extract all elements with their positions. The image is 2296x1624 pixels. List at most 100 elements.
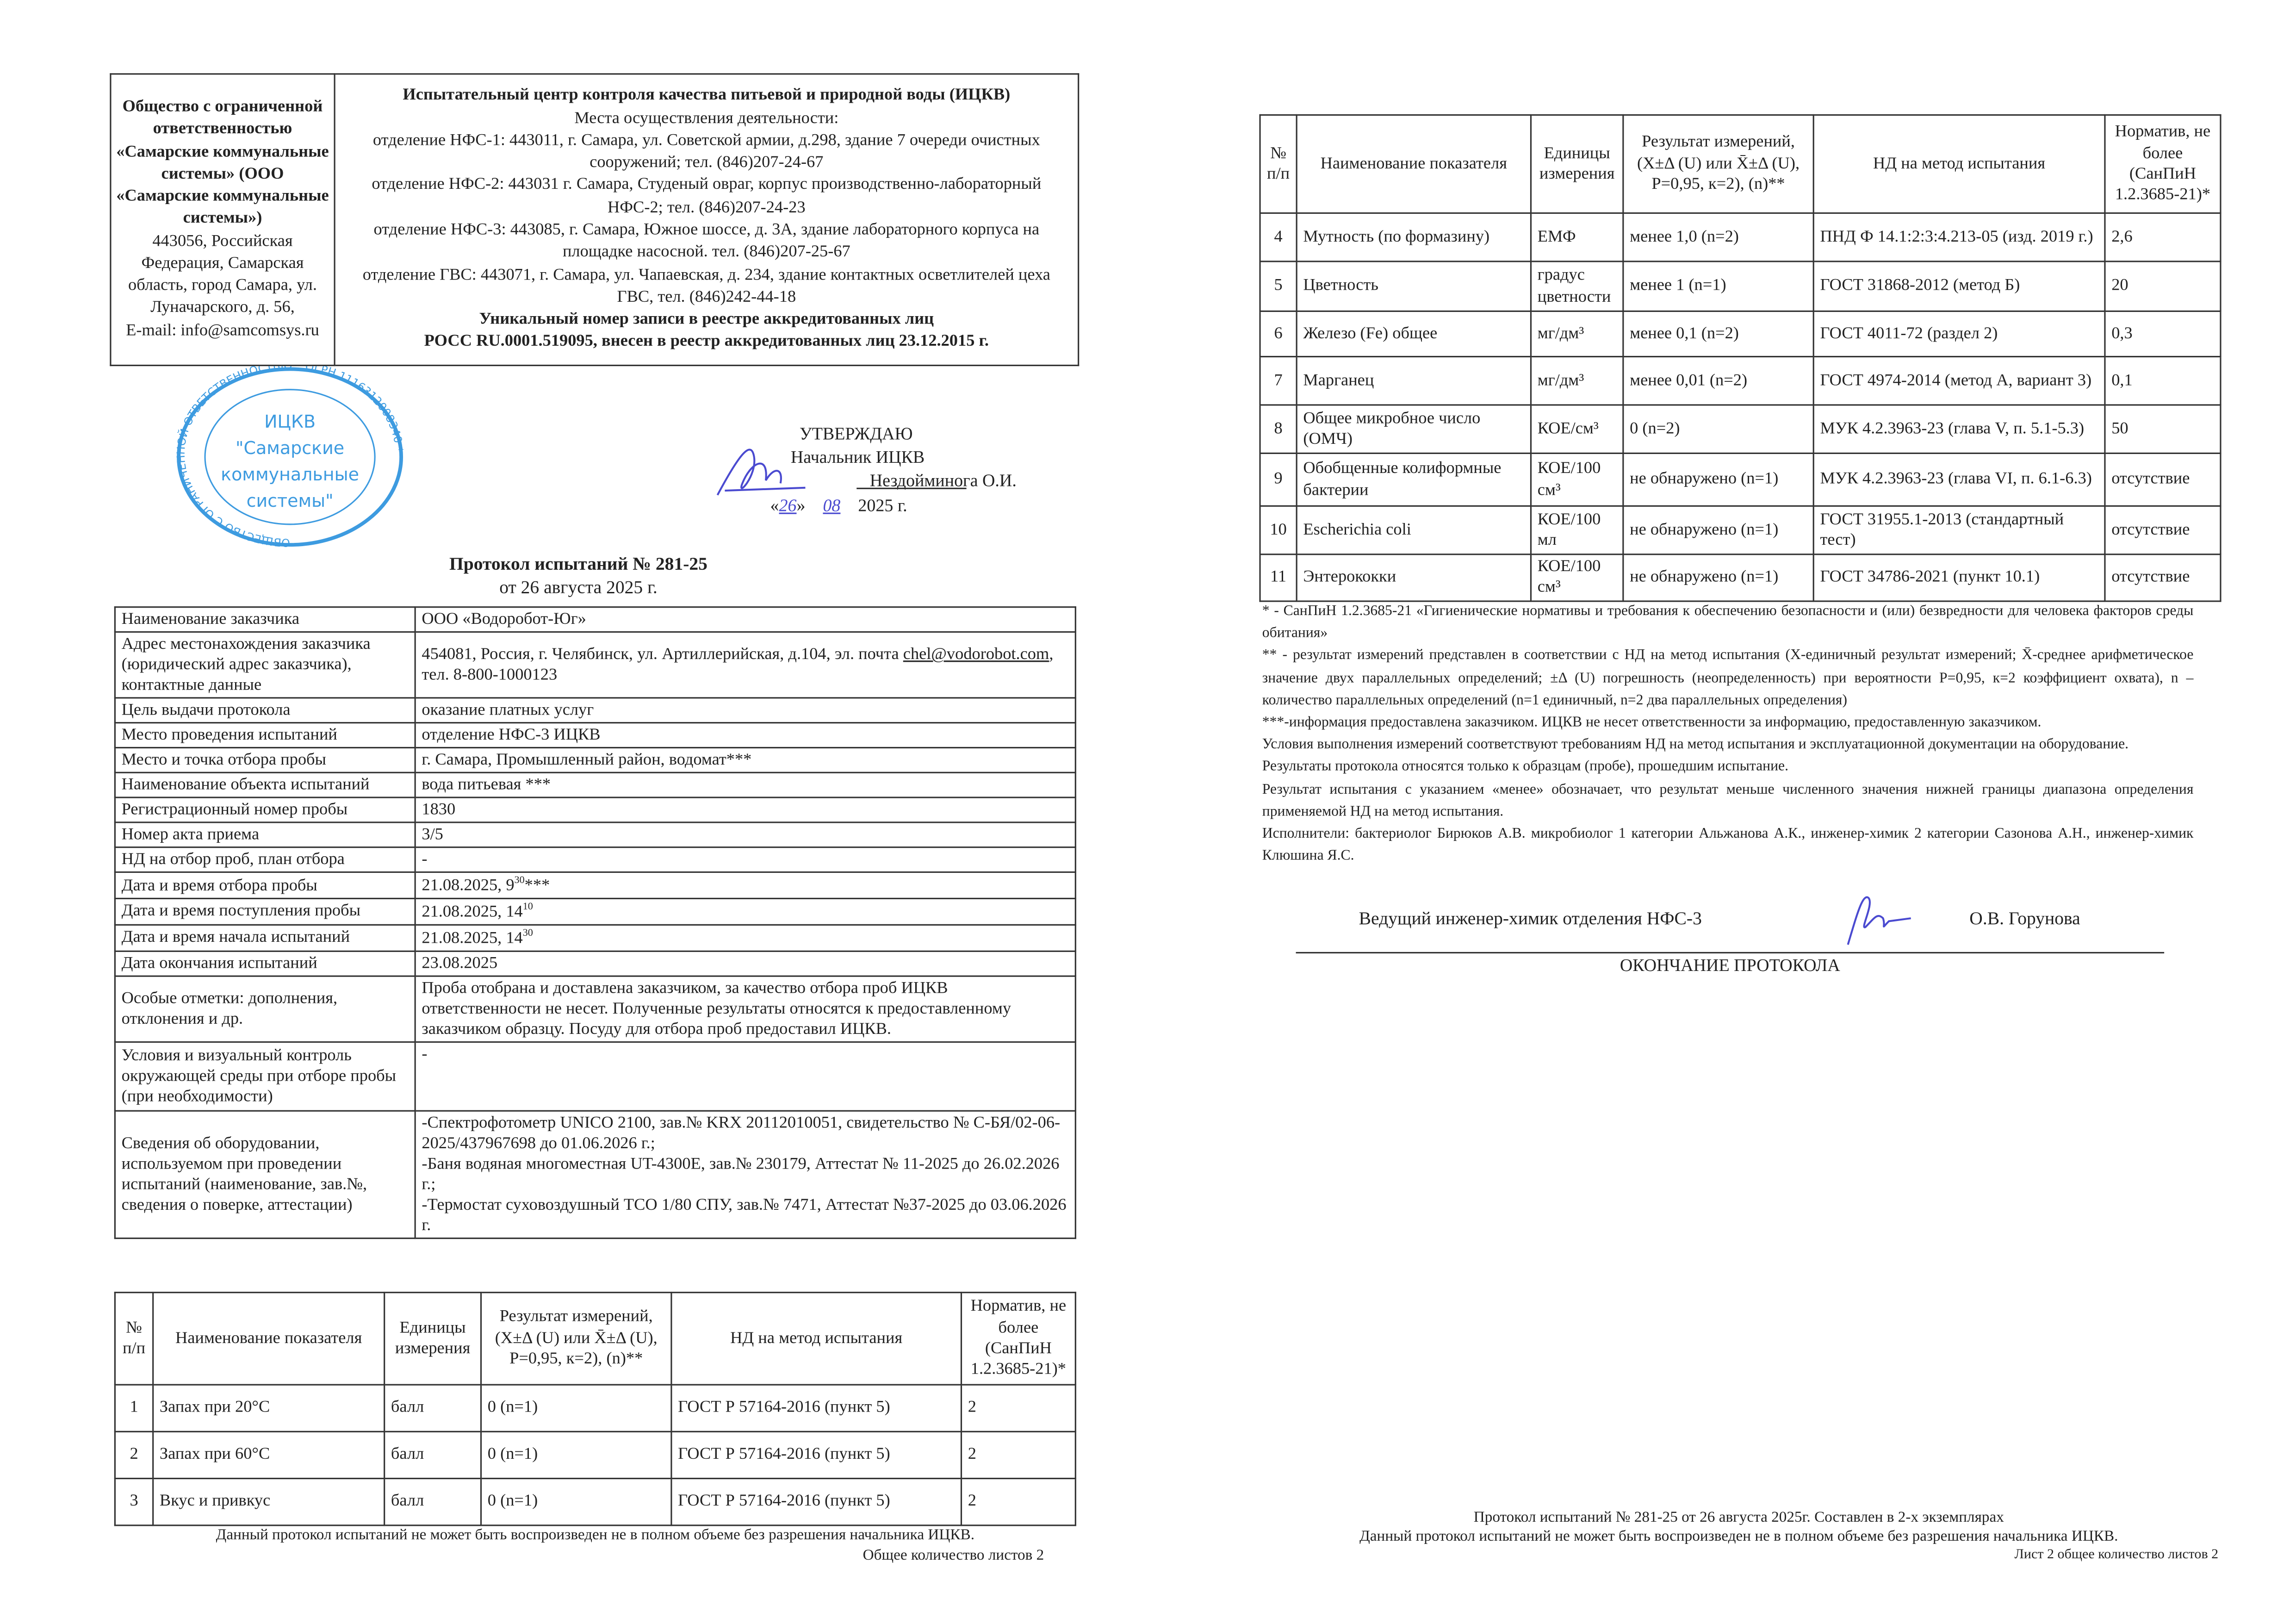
cell-num: 1 bbox=[114, 1384, 154, 1432]
info-value-text: ООО «Водоробот-Юг» bbox=[422, 610, 586, 628]
places-label: Места осуществления деятельности: bbox=[574, 109, 839, 127]
cell-unit: мг/дм³ bbox=[1530, 355, 1624, 406]
cell-method: ГОСТ 4011-72 (раздел 2) bbox=[1812, 310, 2106, 358]
info-value: отделение НФС-3 ИЦКВ bbox=[414, 722, 1076, 749]
cell-unit: балл bbox=[384, 1431, 482, 1480]
cell-num: 6 bbox=[1259, 310, 1297, 358]
page2-sheet-count: Лист 2 общее количество листов 2 bbox=[2014, 1548, 2219, 1563]
info-value: 21.08.2025, 1410 bbox=[414, 897, 1076, 926]
cell-unit: ЕМФ bbox=[1530, 212, 1624, 262]
footnote: * - СанПиН 1.2.3685-21 «Гигиенические но… bbox=[1262, 603, 2194, 642]
director-signature bbox=[716, 448, 806, 496]
cell-result: менее 1,0 (n=2) bbox=[1622, 212, 1814, 262]
info-label: Регистрационный номер пробы bbox=[114, 796, 416, 823]
column-header-num: № п/п bbox=[1259, 114, 1297, 214]
sample-info-table: Наименование заказчика ООО «Водоробот-Юг»… bbox=[114, 606, 1076, 1239]
info-value: 3/5 bbox=[414, 821, 1076, 848]
page1-sheet-count: Общее количество листов 2 bbox=[863, 1548, 1044, 1564]
footnote: ** - результат измерений представлен в с… bbox=[1262, 647, 2194, 709]
customer-email-link[interactable]: chel@vodorobot.com bbox=[903, 646, 1049, 664]
cell-result: не обнаружено (n=1) bbox=[1622, 554, 1814, 602]
result-row: 9 Обобщенные колиформные бактерии КОЕ/100 … bbox=[1259, 452, 2222, 507]
cell-unit: балл bbox=[384, 1477, 482, 1526]
cell-unit: балл bbox=[384, 1384, 482, 1432]
info-label: Условия и визуальный контроль окружающей… bbox=[114, 1041, 416, 1112]
results-table-page-1: № п/п Наименование показателя Единицы изме… bbox=[114, 1292, 1076, 1526]
info-label: Дата и время поступления пробы bbox=[114, 897, 416, 926]
cell-method: ГОСТ Р 57164-2016 (пункт 5) bbox=[670, 1477, 962, 1526]
result-row: 1 Запах при 20°С балл 0 (n=1) ГОСТ Р 57164-2… bbox=[114, 1384, 1076, 1432]
info-row: Особые отметки: дополнения, отклонения и… bbox=[114, 975, 1076, 1043]
info-value: оказание платных услуг bbox=[414, 697, 1076, 724]
cell-norm: 50 bbox=[2104, 404, 2222, 454]
info-value-text: оказание платных услуг bbox=[422, 701, 594, 719]
info-label: Адрес местонахождения заказчика (юридиче… bbox=[114, 631, 416, 699]
cell-result: 0 (n=1) bbox=[480, 1384, 672, 1432]
info-value-text: 3/5 bbox=[422, 826, 443, 844]
cell-method: ГОСТ 31868-2012 (метод Б) bbox=[1812, 261, 2106, 312]
org-info: Общество с ограниченной ответственностью… bbox=[110, 73, 335, 367]
cell-name: Обобщенные колиформные бактерии bbox=[1296, 452, 1532, 507]
cell-name: Запах при 20°С bbox=[152, 1384, 385, 1432]
result-row: 3 Вкус и привкус балл 0 (n=1) ГОСТ Р 57164-2… bbox=[114, 1477, 1076, 1526]
info-value: 1830 bbox=[414, 796, 1076, 823]
info-label: Место проведения испытаний bbox=[114, 722, 416, 749]
cell-num: 4 bbox=[1259, 212, 1297, 262]
cell-unit: КОЕ/100 см³ bbox=[1530, 554, 1624, 602]
header-table: Общество с ограниченной ответственностью… bbox=[110, 73, 1080, 367]
equipment-line: -Баня водяная многоместная UT-4300E, зав… bbox=[422, 1155, 1060, 1194]
column-header-result: Результат измерений, (X±Δ (U) или X̄±Δ (… bbox=[480, 1292, 672, 1386]
equipment-line: -Спектрофотометр UNICO 2100, зав.№ KRX 2… bbox=[422, 1114, 1061, 1152]
engineer-signature bbox=[1847, 896, 1911, 945]
cell-result: менее 1 (n=1) bbox=[1622, 261, 1814, 312]
info-value: 21.08.2025, 930*** bbox=[414, 871, 1076, 900]
cell-name: Вкус и привкус bbox=[152, 1477, 385, 1526]
approval-month: 08 bbox=[823, 494, 841, 515]
footnote: ***-информация предоставлена заказчиком.… bbox=[1262, 715, 2042, 731]
cell-result: 0 (n=1) bbox=[480, 1477, 672, 1526]
column-header-result: Результат измерений, (X±Δ (U) или X̄±Δ (… bbox=[1622, 114, 1814, 214]
column-header-norm: Норматив, не более (СанПиН 1.2.3685-21)* bbox=[2104, 114, 2222, 214]
cell-norm: 2,6 bbox=[2104, 212, 2222, 262]
approval-year: 2025 г. bbox=[858, 494, 907, 515]
org-name: Общество с ограниченной ответственностью… bbox=[116, 98, 329, 228]
result-row: 6 Железо (Fe) общее мг/дм³ менее 0,1 (n=2) Г… bbox=[1259, 310, 2222, 358]
info-row: Дата и время начала испытаний 21.08.2025,… bbox=[114, 924, 1076, 952]
info-value: 21.08.2025, 1430 bbox=[414, 924, 1076, 952]
result-row: 10 Escherichia coli КОЕ/100 мл не обнаружен… bbox=[1259, 505, 2222, 555]
info-row: Дата и время поступления пробы 21.08.2025… bbox=[114, 897, 1076, 926]
column-header-method: НД на метод испытания bbox=[1812, 114, 2106, 214]
cell-method: ГОСТ 34786-2021 (пункт 10.1) bbox=[1812, 554, 2106, 602]
result-row: 7 Марганец мг/дм³ менее 0,01 (n=2) ГОСТ 4974… bbox=[1259, 355, 2222, 406]
cell-unit: КОЕ/100 мл bbox=[1530, 505, 1624, 555]
org-email[interactable]: E-mail: info@samcomsys.ru bbox=[126, 322, 319, 340]
approval-block: УТВЕРЖДАЮ Начальник ИЦКВ Нездойминога О.… bbox=[770, 422, 1040, 516]
info-value-text: Проба отобрана и доставлена заказчиком, … bbox=[422, 979, 1011, 1038]
cell-name: Запах при 60°С bbox=[152, 1431, 385, 1480]
info-value-text: - bbox=[422, 1045, 428, 1063]
info-value-suffix: *** bbox=[524, 877, 550, 895]
info-label: Наименование объекта испытаний bbox=[114, 772, 416, 799]
info-row: Регистрационный номер пробы 1830 bbox=[114, 796, 1076, 823]
cell-method: ГОСТ 4974-2014 (метод А, вариант 3) bbox=[1812, 355, 2106, 406]
info-value-text: 21.08.2025, 14 bbox=[422, 903, 523, 921]
info-value-text: 21.08.2025, 14 bbox=[422, 929, 523, 947]
org-address: 443056, Российская Федерация, Самарская … bbox=[128, 232, 317, 317]
cell-norm: 0,3 bbox=[2104, 310, 2222, 358]
column-header-norm: Норматив, не более (СанПиН 1.2.3685-21)* bbox=[960, 1292, 1076, 1386]
info-label: Номер акта приема bbox=[114, 821, 416, 848]
stamp-text-1: ИЦКВ bbox=[264, 411, 316, 432]
signoff-position: Ведущий инженер-химик отделения НФС-3 bbox=[1359, 908, 1702, 929]
registry-line-2: РОСС RU.0001.519095, внесен в реестр акк… bbox=[424, 333, 989, 351]
info-value-text: 1830 bbox=[422, 801, 456, 819]
result-row: 8 Общее микробное число (ОМЧ) КОЕ/см³ 0 (n=… bbox=[1259, 404, 2222, 454]
protocol-heading: Протокол испытаний № 281-25 от 26 август… bbox=[351, 552, 805, 600]
cell-name: Цветность bbox=[1296, 261, 1532, 312]
info-label: Цель выдачи протокола bbox=[114, 697, 416, 724]
cell-num: 11 bbox=[1259, 554, 1297, 602]
cell-unit: мг/дм³ bbox=[1530, 310, 1624, 358]
info-value-text: 23.08.2025 bbox=[422, 954, 498, 972]
cell-unit: градус цветности bbox=[1530, 261, 1624, 312]
approval-day: 26 bbox=[779, 494, 797, 515]
cell-norm: отсутствие bbox=[2104, 452, 2222, 507]
